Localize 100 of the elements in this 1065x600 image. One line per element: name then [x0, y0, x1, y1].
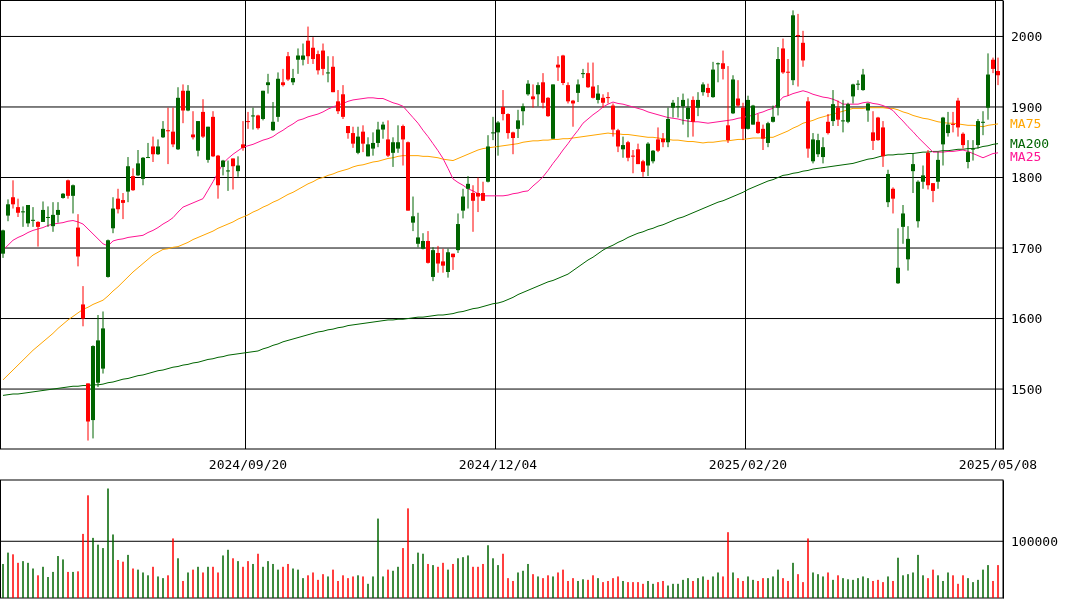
candlestick — [81, 285, 85, 327]
candlestick — [801, 30, 805, 68]
candlestick — [286, 51, 290, 82]
candlestick — [611, 102, 615, 138]
candlestick — [741, 102, 745, 141]
candlestick — [706, 83, 710, 98]
candlestick — [596, 84, 600, 104]
candlestick — [771, 105, 775, 123]
candlestick — [591, 62, 595, 100]
candlestick — [326, 55, 330, 83]
candlestick — [581, 68, 585, 79]
candlestick — [461, 188, 465, 219]
y-tick-label: 1500 — [1011, 381, 1043, 397]
candlestick — [171, 107, 175, 148]
series-label: MA25 — [1010, 149, 1042, 165]
candlestick — [766, 121, 770, 148]
candlestick — [351, 126, 355, 149]
candlestick — [191, 110, 195, 140]
candlestick — [601, 93, 605, 109]
candlestick — [726, 65, 730, 144]
candlestick — [401, 124, 405, 167]
candlestick — [346, 125, 350, 140]
y-tick-label: 100000 — [1011, 533, 1058, 549]
candlestick — [426, 230, 430, 265]
candlestick — [251, 107, 255, 131]
candlestick — [71, 184, 75, 214]
candlestick — [226, 160, 230, 192]
x-tick-label: 2024/12/04 — [458, 457, 538, 473]
candlestick — [666, 107, 670, 148]
candlestick — [1, 229, 5, 259]
candlestick — [701, 81, 705, 97]
candlestick — [936, 151, 940, 190]
candlestick — [996, 57, 1000, 86]
candlestick — [246, 111, 250, 130]
x-tick-label: 2024/09/20 — [208, 457, 288, 473]
candlestick — [411, 196, 415, 232]
series-label: MA75 — [1010, 116, 1042, 132]
candlestick — [271, 101, 275, 132]
candlestick — [901, 204, 905, 245]
candlestick — [696, 91, 700, 117]
candlestick — [681, 93, 685, 126]
candlestick — [166, 107, 170, 165]
candlestick — [131, 167, 135, 192]
candlestick — [356, 126, 360, 155]
candlestick — [621, 136, 625, 159]
candlestick — [781, 38, 785, 75]
candlestick — [616, 128, 620, 153]
candlestick — [911, 153, 915, 194]
candlestick — [146, 142, 150, 159]
candlestick — [151, 136, 155, 163]
candlestick — [531, 83, 535, 109]
x-tick-label: 2025/05/08 — [958, 457, 1038, 473]
candlestick — [836, 100, 840, 127]
candlestick — [241, 120, 245, 152]
candlestick — [376, 121, 380, 148]
y-tick-label: 1700 — [1011, 240, 1043, 256]
candlestick — [536, 81, 540, 107]
candlestick — [491, 116, 495, 141]
candlestick — [291, 68, 295, 86]
candlestick — [281, 68, 285, 88]
candlestick — [716, 62, 720, 83]
candlestick — [826, 113, 830, 135]
candlestick — [386, 119, 390, 158]
candlestick — [266, 73, 270, 95]
candlestick — [11, 179, 15, 210]
candlestick — [566, 81, 570, 104]
candlestick — [186, 84, 190, 112]
candlestick — [501, 89, 505, 121]
y-tick-label: 1900 — [1011, 99, 1043, 115]
candlestick — [161, 120, 165, 139]
candlestick — [16, 198, 20, 218]
candlestick — [361, 124, 365, 153]
candlestick — [6, 198, 10, 222]
candlestick — [786, 58, 790, 97]
candlestick — [736, 79, 740, 108]
candlestick — [796, 13, 800, 88]
y-tick-label: 1600 — [1011, 311, 1043, 327]
candlestick — [691, 95, 695, 138]
candlestick — [921, 165, 925, 190]
y-tick-label: 2000 — [1011, 29, 1043, 45]
candlestick — [56, 201, 60, 224]
candlestick — [576, 78, 580, 103]
candlestick — [831, 89, 835, 127]
y-tick-label: 1800 — [1011, 170, 1043, 186]
candlestick — [686, 98, 690, 138]
candlestick — [721, 50, 725, 80]
candlestick — [896, 227, 900, 285]
candlestick — [36, 220, 40, 248]
candlestick — [221, 159, 225, 176]
candlestick — [466, 175, 470, 210]
candlestick — [496, 120, 500, 157]
candlestick — [156, 138, 160, 156]
series-label: MA200 — [1010, 136, 1050, 152]
x-tick-label: 2025/02/20 — [708, 457, 788, 473]
candlestick — [586, 62, 590, 89]
candlestick — [906, 225, 910, 272]
candlestick — [516, 109, 520, 139]
candlestick — [521, 102, 525, 126]
candlestick — [606, 91, 610, 104]
candlestick — [891, 186, 895, 214]
